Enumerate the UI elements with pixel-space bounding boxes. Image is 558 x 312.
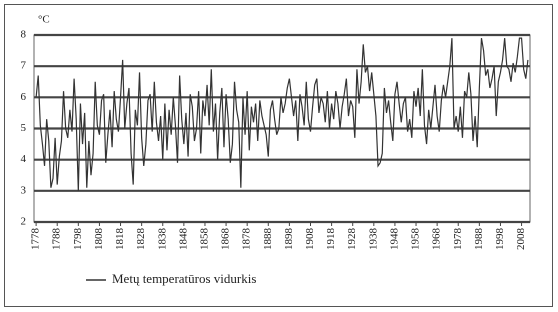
y-tick-label: 3 (21, 184, 27, 196)
x-tick-label: 1938 (367, 228, 379, 251)
x-tick-label: 1798 (72, 228, 84, 251)
x-tick-label: 1888 (262, 228, 274, 251)
x-tick-label: 1948 (388, 228, 400, 251)
x-tick-label: 1978 (452, 228, 464, 251)
x-tick-label: 1918 (325, 228, 337, 251)
x-tick-label: 1968 (431, 228, 443, 251)
y-unit: °C (38, 14, 50, 26)
x-tick-label: 1958 (410, 228, 422, 251)
x-tick-label: 1988 (473, 228, 485, 251)
x-tick-label: 1848 (177, 228, 189, 251)
y-tick-label: 4 (21, 153, 27, 165)
x-tick-label: 1928 (346, 228, 358, 251)
x-tick-label: 2008 (515, 228, 527, 251)
x-tick-label: 1778 (30, 228, 42, 251)
y-tick-label: 6 (21, 91, 27, 103)
x-tick-label: 1818 (114, 228, 126, 251)
x-tick-label: 1898 (283, 228, 295, 251)
x-tick-label: 1828 (135, 228, 147, 251)
x-tick-label: 1858 (198, 228, 210, 251)
x-tick-label: 1908 (304, 228, 316, 251)
y-tick-label: 2 (21, 216, 27, 228)
y-tick-label: 5 (21, 122, 27, 134)
x-tick-label: 1878 (241, 228, 253, 251)
x-tick-label: 1788 (51, 228, 63, 251)
y-tick-label: 7 (21, 60, 27, 72)
x-tick-label: 1808 (93, 228, 105, 251)
x-tick-label: 1998 (494, 228, 506, 251)
legend-label: Metų temperatūros vidurkis (112, 271, 256, 286)
x-tick-label: 1868 (220, 228, 232, 251)
series-line (35, 37, 529, 191)
y-tick-label: 8 (21, 29, 27, 41)
x-tick-label: 1838 (156, 228, 168, 251)
